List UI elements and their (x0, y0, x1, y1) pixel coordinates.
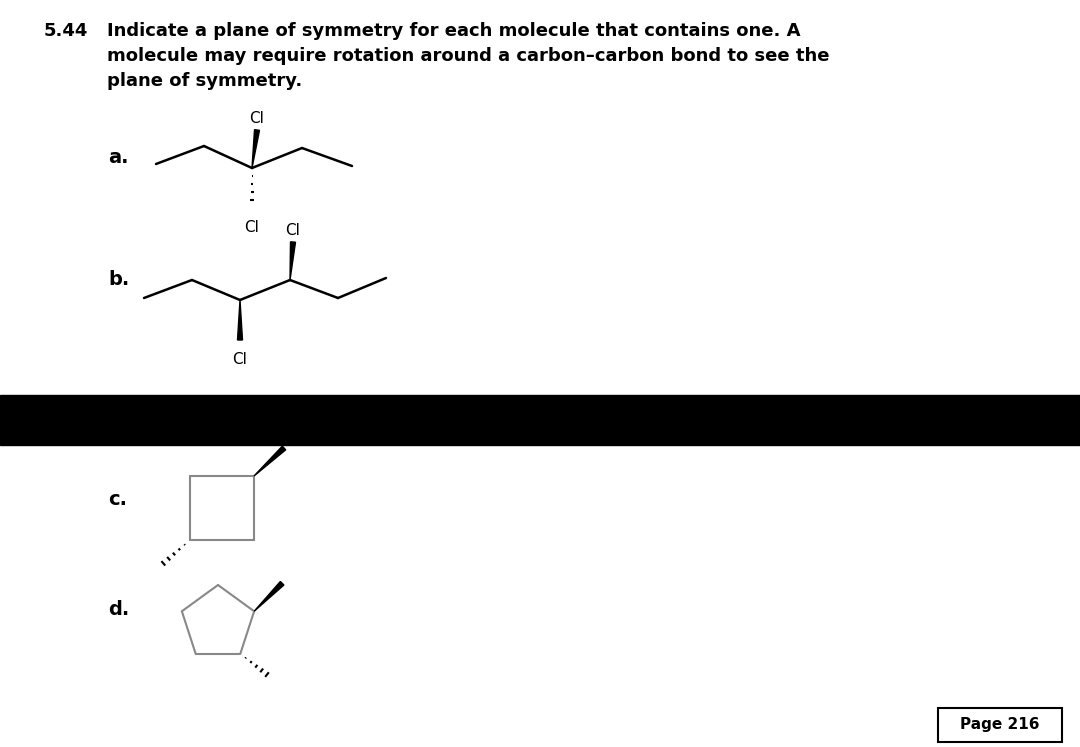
Text: Cl: Cl (285, 223, 300, 238)
Text: Cl: Cl (232, 352, 247, 367)
Polygon shape (252, 130, 259, 168)
FancyBboxPatch shape (939, 708, 1062, 742)
Polygon shape (254, 581, 284, 611)
Text: 5.44: 5.44 (44, 22, 89, 40)
Bar (0, 395, 1080, 445)
Polygon shape (238, 300, 243, 340)
Text: Cl: Cl (244, 220, 259, 235)
Text: a.: a. (108, 148, 129, 167)
Polygon shape (254, 446, 286, 476)
Text: b.: b. (108, 270, 130, 289)
Text: c.: c. (108, 490, 127, 509)
Text: Indicate a plane of symmetry for each molecule that contains one. A
molecule may: Indicate a plane of symmetry for each mo… (107, 22, 829, 90)
Text: d.: d. (108, 600, 130, 619)
Text: Page 216: Page 216 (960, 718, 1040, 733)
Polygon shape (291, 242, 296, 280)
Text: Cl: Cl (249, 111, 265, 126)
